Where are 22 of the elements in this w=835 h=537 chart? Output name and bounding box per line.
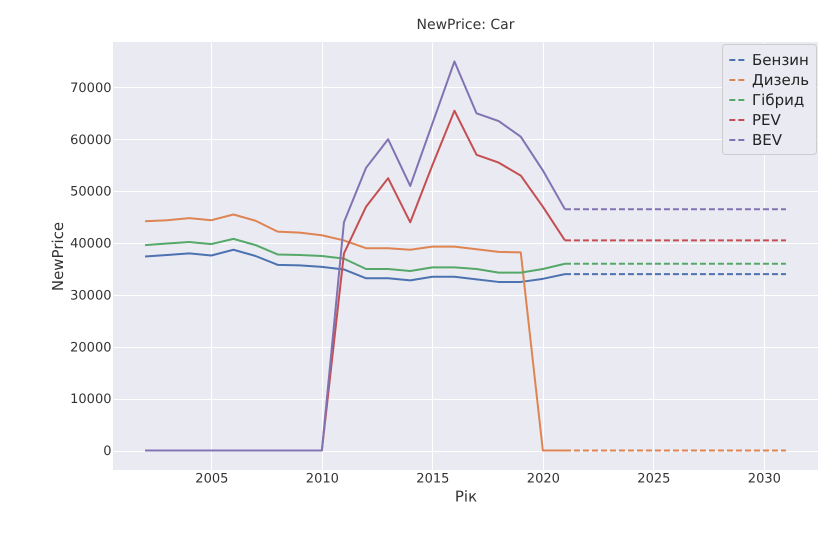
y-tick-label: 60000	[70, 132, 112, 148]
x-tick-label: 2020	[526, 472, 560, 486]
y-tick-label: 40000	[70, 236, 112, 252]
chart-title: NewPrice: Car	[416, 17, 515, 33]
legend-label: PEV	[752, 111, 782, 129]
legend-label: Гібрид	[752, 91, 804, 109]
y-tick-label: 50000	[70, 184, 112, 200]
legend-label: Бензин	[752, 51, 809, 69]
x-tick-label: 2030	[748, 472, 781, 486]
y-tick-label: 10000	[70, 392, 112, 408]
x-axis-title: Рік	[454, 488, 478, 506]
x-tick-label: 2005	[195, 472, 228, 486]
y-tick-label: 70000	[70, 80, 112, 96]
y-tick-label: 30000	[70, 288, 112, 304]
y-tick-label: 20000	[70, 340, 112, 356]
x-tick-label: 2025	[637, 472, 670, 486]
legend-label: Дизель	[752, 71, 810, 89]
y-tick-label: 0	[103, 444, 112, 460]
legend-label: BEV	[752, 131, 783, 149]
x-tick-label: 2010	[306, 472, 339, 486]
y-axis-title: NewPrice	[49, 222, 68, 292]
x-tick-label: 2015	[416, 472, 450, 486]
